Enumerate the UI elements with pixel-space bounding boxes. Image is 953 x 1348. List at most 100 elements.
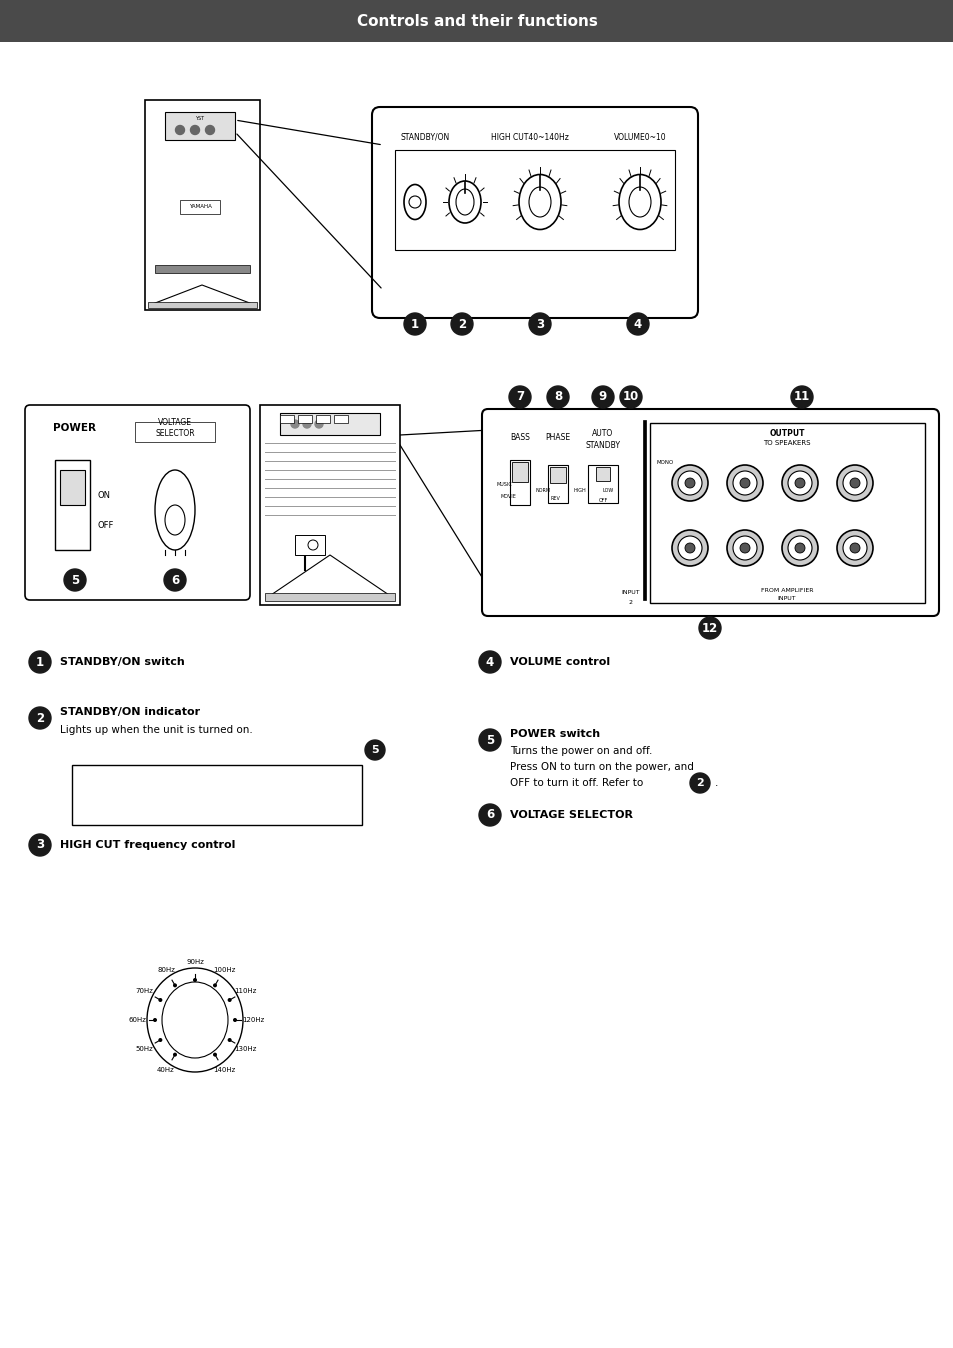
Text: 3: 3 [536,318,543,330]
Text: HIGH CUT frequency control: HIGH CUT frequency control [60,840,235,851]
Ellipse shape [165,506,185,535]
Text: 120Hz: 120Hz [242,1016,264,1023]
Text: 12: 12 [701,621,718,635]
Bar [642,421,645,600]
Bar [512,462,527,483]
Circle shape [451,313,473,336]
Circle shape [509,386,531,408]
Bar [280,412,379,435]
Ellipse shape [449,181,480,222]
Text: 60Hz: 60Hz [128,1016,146,1023]
Text: Press ON to turn on the power, and: Press ON to turn on the power, and [510,762,693,772]
Text: 2: 2 [628,600,633,604]
Circle shape [740,543,749,553]
Bar [148,302,256,307]
Bar [260,404,399,605]
Text: 110Hz: 110Hz [233,988,256,993]
Text: INPUT: INPUT [621,589,639,594]
Bar [297,415,312,423]
Bar [265,593,395,601]
Text: HIGH CUT40~140Hz: HIGH CUT40~140Hz [491,132,568,142]
Circle shape [308,541,317,550]
Circle shape [678,470,701,495]
Text: HIGH: HIGH [573,488,586,493]
Text: STANDBY: STANDBY [585,441,619,449]
Polygon shape [268,555,392,597]
Text: LOW: LOW [601,488,613,493]
Circle shape [684,479,695,488]
Circle shape [175,125,184,135]
Text: BASS: BASS [510,433,529,442]
Text: .: . [714,778,718,789]
Circle shape [29,651,51,673]
Bar [395,150,675,249]
Polygon shape [150,284,254,305]
Text: 4: 4 [633,318,641,330]
Text: Turns the power on and off.: Turns the power on and off. [510,745,652,756]
Circle shape [158,1038,162,1042]
Circle shape [794,479,804,488]
Text: OFF to turn it off. Refer to: OFF to turn it off. Refer to [510,778,642,789]
Ellipse shape [529,187,551,217]
Text: 9: 9 [598,391,606,403]
Text: FROM AMPLIFIER: FROM AMPLIFIER [760,589,812,593]
Text: 80Hz: 80Hz [157,967,174,973]
Ellipse shape [618,174,660,229]
Bar [180,200,220,214]
Circle shape [842,470,866,495]
Circle shape [671,530,707,566]
Ellipse shape [628,187,650,217]
Bar [280,415,294,423]
Circle shape [794,543,804,553]
Ellipse shape [154,470,194,550]
Circle shape [732,537,757,559]
Text: POWER: POWER [53,423,96,433]
Circle shape [29,706,51,729]
Circle shape [781,530,817,566]
Bar [649,423,924,603]
Circle shape [546,386,568,408]
Circle shape [740,479,749,488]
Text: STANDBY/ON indicator: STANDBY/ON indicator [60,706,200,717]
Circle shape [152,1018,157,1022]
Bar [71,766,361,825]
Text: 140Hz: 140Hz [213,1068,234,1073]
Circle shape [29,834,51,856]
Text: VOLTAGE SELECTOR: VOLTAGE SELECTOR [510,810,633,820]
Text: 7: 7 [516,391,523,403]
Circle shape [478,729,500,751]
Circle shape [164,569,186,590]
Circle shape [529,313,551,336]
Circle shape [172,983,177,987]
Circle shape [291,421,298,429]
Circle shape [699,617,720,639]
Circle shape [726,465,762,501]
Text: 4: 4 [485,655,494,669]
Circle shape [228,1038,232,1042]
Circle shape [619,386,641,408]
Text: 1: 1 [411,318,418,330]
FancyBboxPatch shape [481,408,938,616]
Bar [60,470,85,506]
Text: 130Hz: 130Hz [233,1046,256,1051]
Text: 50Hz: 50Hz [135,1046,153,1051]
Circle shape [213,983,216,987]
Text: YAMAHA: YAMAHA [189,205,212,209]
Circle shape [626,313,648,336]
Text: 11: 11 [793,391,809,403]
Circle shape [478,803,500,826]
Text: NORM: NORM [535,488,550,493]
Circle shape [726,530,762,566]
Text: ON: ON [98,491,111,500]
Circle shape [787,470,811,495]
Circle shape [191,125,199,135]
Text: OFF: OFF [598,499,607,504]
Text: 5: 5 [485,733,494,747]
Circle shape [790,386,812,408]
Text: 2: 2 [457,318,466,330]
Bar [510,460,530,506]
Circle shape [314,421,323,429]
FancyBboxPatch shape [25,404,250,600]
Circle shape [732,470,757,495]
Text: VOLUME control: VOLUME control [510,656,610,667]
